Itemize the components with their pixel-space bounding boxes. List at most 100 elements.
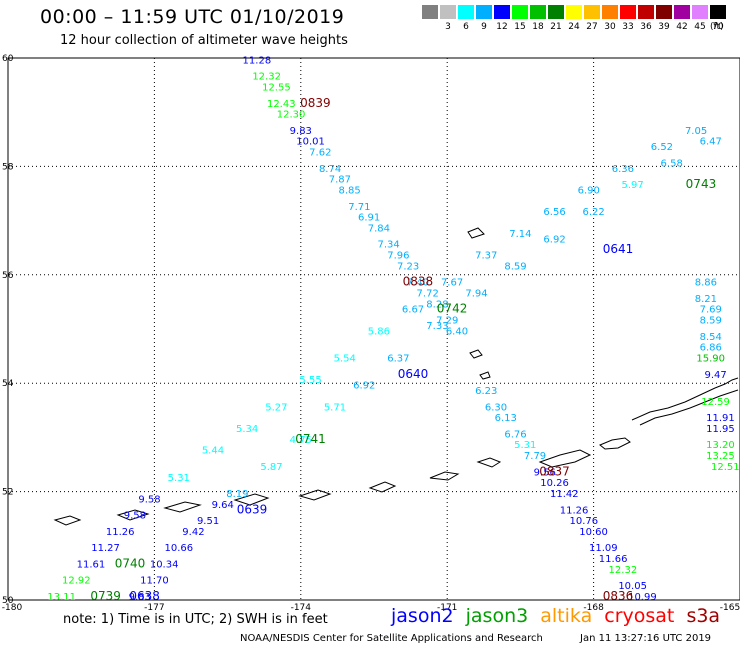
wave-height-value: 8.21 bbox=[695, 294, 717, 305]
scale-swatch bbox=[458, 5, 474, 19]
wave-height-value: 5.44 bbox=[202, 446, 224, 457]
axis-labels: -180 -177 -174 -171 -168 -165 60 58 56 54 52 50 bbox=[2, 54, 740, 613]
wave-height-value: 7.96 bbox=[387, 251, 409, 262]
wave-height-value: 11.95 bbox=[706, 424, 735, 435]
aleutian-island-2 bbox=[538, 449, 592, 468]
wave-height-value: 6.67 bbox=[402, 305, 424, 316]
lat-tick-label: 50 bbox=[2, 596, 14, 606]
map-subtitle: 12 hour collection of altimeter wave hei… bbox=[60, 33, 348, 48]
coastline bbox=[53, 227, 739, 526]
wave-height-value: 15.90 bbox=[696, 354, 725, 365]
wave-height-value: 6.56 bbox=[543, 207, 565, 218]
lon-tick-label: -174 bbox=[291, 603, 312, 613]
wave-height-value: 11.27 bbox=[91, 543, 120, 554]
wave-height-value: 7.34 bbox=[378, 240, 400, 251]
wave-height-value: 7.33 bbox=[426, 321, 448, 332]
satellite-legend: jason2 jason3 altika cryosat s3a bbox=[391, 605, 726, 627]
satellite-s3a: s3a bbox=[686, 605, 721, 627]
aleutian-island-6 bbox=[298, 489, 332, 501]
pass-time-label: 0640 bbox=[398, 367, 429, 381]
wave-height-value: 11.09 bbox=[589, 543, 618, 554]
scale-swatch bbox=[422, 5, 438, 19]
pass-time-label: 0641 bbox=[603, 242, 634, 256]
wave-height-value: 11.26 bbox=[560, 505, 589, 516]
scale-swatch bbox=[548, 5, 564, 19]
wave-height-value: 8.54 bbox=[700, 332, 722, 343]
wave-height-value: 9.56 bbox=[534, 467, 556, 478]
scale-swatch bbox=[566, 5, 582, 19]
wave-height-value: 12.30 bbox=[277, 110, 306, 121]
satellite-altika: altika bbox=[540, 605, 593, 627]
lat-tick-label: 56 bbox=[2, 271, 14, 281]
wave-height-value: 7.69 bbox=[700, 305, 722, 316]
scale-swatch bbox=[674, 5, 690, 19]
satellite-jason3: jason3 bbox=[465, 605, 529, 627]
wave-height-value: 6.37 bbox=[387, 354, 409, 365]
scale-label: 18 bbox=[532, 22, 544, 32]
scale-swatch bbox=[656, 5, 672, 19]
wave-height-value: 9.58 bbox=[124, 511, 146, 522]
wave-height-value: 13.25 bbox=[706, 451, 735, 462]
wave-height-value: 7.79 bbox=[524, 451, 546, 462]
wave-height-value: 10.66 bbox=[164, 543, 193, 554]
wave-height-value: 5.31 bbox=[168, 473, 190, 484]
scale-swatch bbox=[440, 5, 456, 19]
scale-swatch bbox=[638, 5, 654, 19]
wave-height-value: 6.92 bbox=[353, 381, 375, 392]
wave-height-value: 5.97 bbox=[622, 180, 644, 191]
wave-height-value: 5.27 bbox=[265, 402, 287, 413]
wave-height-value: 11.26 bbox=[106, 527, 135, 538]
wave-height-value: 7.87 bbox=[329, 175, 351, 186]
aleutian-island-10 bbox=[53, 515, 82, 526]
pribilof-island-2 bbox=[479, 371, 491, 380]
wave-height-value: 8.86 bbox=[695, 278, 717, 289]
scale-label: 42 bbox=[676, 22, 688, 32]
wave-height-value: 7.40 bbox=[407, 278, 429, 289]
wave-height-value: 10.26 bbox=[540, 478, 569, 489]
wave-height-value: 5.87 bbox=[260, 462, 282, 473]
satellite-cryosat: cryosat bbox=[604, 605, 675, 627]
wave-height-value: 6.58 bbox=[661, 158, 683, 169]
pass-time-label: 0836 bbox=[603, 589, 634, 603]
pass-time-label: 0740 bbox=[115, 556, 146, 570]
wave-height-value: 12.59 bbox=[701, 397, 730, 408]
aleutian-island-9 bbox=[116, 509, 150, 521]
lon-tick-label: -180 bbox=[2, 603, 23, 613]
pass-time-label: 0838 bbox=[403, 275, 434, 289]
wave-height-value: 12.51 bbox=[711, 462, 740, 473]
wave-height-value: 12.32 bbox=[609, 565, 638, 576]
wave-height-value: 9.83 bbox=[290, 126, 312, 137]
scale-swatch bbox=[602, 5, 618, 19]
wave-height-value: 7.94 bbox=[465, 288, 487, 299]
scale-label: 3 bbox=[445, 22, 451, 32]
wave-height-value: 12.43 bbox=[267, 99, 296, 110]
wave-height-value: 10.99 bbox=[628, 592, 657, 603]
aleutian-island-7 bbox=[233, 493, 270, 506]
lon-tick-label: -168 bbox=[583, 603, 604, 613]
wave-height-value: 8.59 bbox=[700, 316, 722, 327]
st-matthew-island bbox=[467, 227, 485, 239]
scale-label: 70 bbox=[712, 22, 724, 32]
aleutian-island-8 bbox=[163, 501, 202, 513]
scale-label: 27 bbox=[586, 22, 598, 32]
wave-height-value: 6.30 bbox=[485, 402, 507, 413]
scale-swatch bbox=[512, 5, 528, 19]
wave-height-value: 11.61 bbox=[77, 559, 106, 570]
wave-height-values: 11.2812.3212.5512.4312.309.8310.017.628.… bbox=[47, 55, 739, 603]
wave-height-value: 10.34 bbox=[150, 559, 179, 570]
wave-height-value: 9.51 bbox=[197, 516, 219, 527]
wave-height-value: 6.92 bbox=[543, 234, 565, 245]
scale-swatch bbox=[476, 5, 492, 19]
wave-height-value: 6.91 bbox=[358, 213, 380, 224]
lat-tick-label: 60 bbox=[2, 54, 14, 64]
scale-label: 39 bbox=[658, 22, 670, 32]
alaska-peninsula-coast-south bbox=[639, 389, 739, 426]
scale-swatch bbox=[620, 5, 636, 19]
wave-height-value: 8.74 bbox=[319, 164, 341, 175]
aleutian-island-1 bbox=[599, 437, 631, 450]
map-title: 00:00 – 11:59 UTC 01/10/2019 bbox=[40, 6, 345, 28]
wave-height-value: 5.71 bbox=[324, 402, 346, 413]
wave-height-value: 8.85 bbox=[338, 186, 360, 197]
wave-height-value: 7.23 bbox=[397, 261, 419, 272]
